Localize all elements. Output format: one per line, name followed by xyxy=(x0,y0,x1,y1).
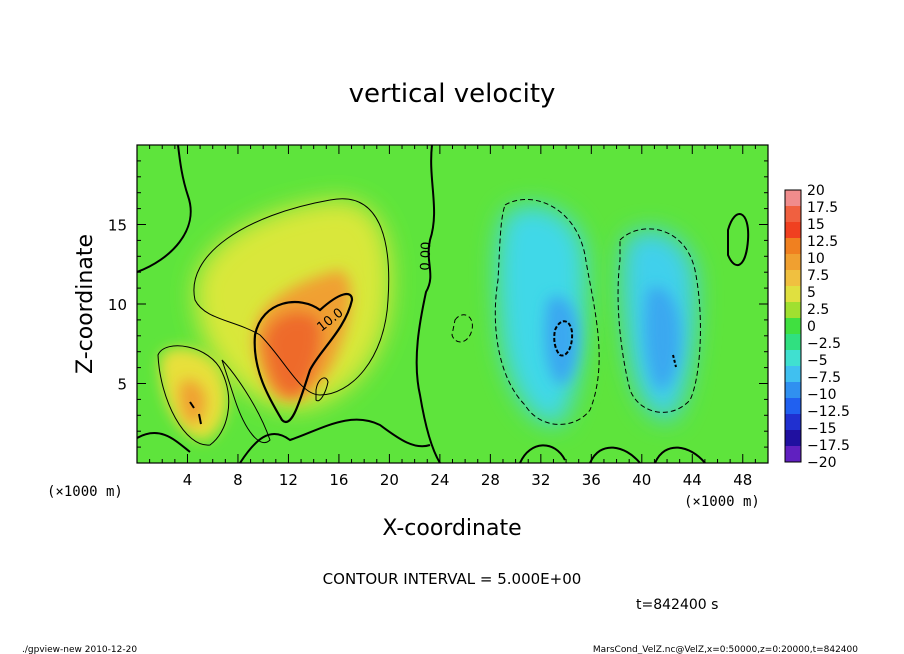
contour-5-main xyxy=(193,198,390,396)
x-tick-label: 32 xyxy=(531,471,550,489)
colorbar-segment xyxy=(785,302,801,319)
colorbar-segment xyxy=(785,334,801,351)
plot-area: 10.00.00 xyxy=(137,145,768,463)
colorbar-segment xyxy=(785,238,801,255)
colorbar-label: −17.5 xyxy=(807,438,850,454)
colorbar-label: 12.5 xyxy=(807,234,838,250)
colorbar-label: −5 xyxy=(807,353,828,369)
x-tick-label: 4 xyxy=(183,471,193,489)
x-tick-label: 36 xyxy=(582,471,601,489)
contour-0-mid xyxy=(415,145,441,463)
colorbar-segment xyxy=(785,318,801,335)
colorbar-segment xyxy=(785,270,801,287)
colorbar-segment xyxy=(785,366,801,383)
colorbar-segment xyxy=(785,286,801,303)
colorbar: 2017.51512.5107.552.50−2.5−5−7.5−10−12.5… xyxy=(784,183,850,471)
plot-frame xyxy=(136,144,769,464)
contour-neg10-left xyxy=(553,320,574,357)
colorbar-label: 10 xyxy=(807,251,825,267)
footer-right: MarsCond_VelZ.nc@VelZ,x=0:50000,z=0:2000… xyxy=(593,645,858,654)
colorbar-label: 2.5 xyxy=(807,302,829,318)
y-tick-label: 5 xyxy=(117,376,127,394)
contour-interval-label: CONTOUR INTERVAL = 5.000E+00 xyxy=(323,570,582,588)
x-tick-label: 20 xyxy=(380,471,399,489)
colorbar-label: −2.5 xyxy=(807,336,841,352)
colorbar-label: 5 xyxy=(807,285,816,301)
colorbar-segment xyxy=(785,254,801,271)
footer-left: ./gpview-new 2010-12-20 xyxy=(22,645,137,654)
y-unit-label: (×1000 m) xyxy=(47,484,123,500)
field-blobs xyxy=(159,199,697,440)
downdraft-core-left xyxy=(544,296,579,385)
contour-label: 0.00 xyxy=(418,241,434,270)
contour-10 xyxy=(253,292,354,424)
contour-5-small xyxy=(315,377,329,402)
contour-neg5-right xyxy=(617,228,701,413)
colorbar-label: 17.5 xyxy=(807,200,838,216)
colorbar-label: −10 xyxy=(807,387,837,403)
colorbar-label: 15 xyxy=(807,217,825,233)
colorbar-label: −7.5 xyxy=(807,370,841,386)
contour-0-bottom-right xyxy=(519,444,706,463)
contour-0-left xyxy=(137,145,192,273)
x-tick-label: 12 xyxy=(279,471,298,489)
contour-0-bottom xyxy=(137,418,431,463)
colorbar-label: −20 xyxy=(807,455,837,471)
x-tick-label: 24 xyxy=(430,471,449,489)
tick-marks xyxy=(137,145,768,463)
x-tick-label: 48 xyxy=(733,471,752,489)
updraft-core-red xyxy=(265,312,320,396)
contour-5-left xyxy=(157,345,230,446)
colorbar-segment xyxy=(785,350,801,367)
contour-0-closed-right xyxy=(727,213,750,267)
colorbar-segment xyxy=(785,398,801,415)
x-tick-label: 16 xyxy=(329,471,348,489)
chart-title: vertical velocity xyxy=(349,79,556,109)
colorbar-label: 0 xyxy=(807,319,816,335)
x-tick-label: 8 xyxy=(233,471,243,489)
colorbar-label: −12.5 xyxy=(807,404,850,420)
x-unit-label: (×1000 m) xyxy=(684,494,760,510)
left-updraft-core xyxy=(179,379,206,425)
colorbar-segment xyxy=(785,206,801,223)
colorbar-frame xyxy=(784,189,802,463)
y-tick-labels: 5 10 15 xyxy=(108,217,127,394)
colorbar-segment xyxy=(785,190,801,207)
x-tick-label: 44 xyxy=(683,471,702,489)
colorbar-label: −15 xyxy=(807,421,837,437)
colorbar-segment xyxy=(785,382,801,399)
x-axis-label: X-coordinate xyxy=(382,516,521,541)
colorbar-segment xyxy=(785,446,801,463)
contour-lines xyxy=(137,145,750,463)
contour-neg10-right xyxy=(672,354,677,368)
colorbar-segment xyxy=(785,430,801,447)
contour-neg5-small xyxy=(451,314,473,343)
colorbar-segment xyxy=(785,414,801,431)
colorbar-label: 20 xyxy=(807,183,825,199)
x-tick-label: 40 xyxy=(632,471,651,489)
x-tick-label: 28 xyxy=(481,471,500,489)
y-axis-label: Z-coordinate xyxy=(73,234,98,374)
contour-high-left xyxy=(189,401,202,425)
y-tick-label: 10 xyxy=(108,296,127,314)
downdraft-core-right xyxy=(644,286,681,390)
time-label: t=842400 s xyxy=(636,597,718,613)
x-tick-labels: 4 8 12 16 20 24 28 32 36 40 44 48 xyxy=(183,471,753,489)
colorbar-label: 7.5 xyxy=(807,268,829,284)
y-tick-label: 15 xyxy=(108,217,127,235)
contour-5-streak xyxy=(221,359,271,443)
contour-neg5-left xyxy=(494,198,600,425)
colorbar-segment xyxy=(785,222,801,239)
